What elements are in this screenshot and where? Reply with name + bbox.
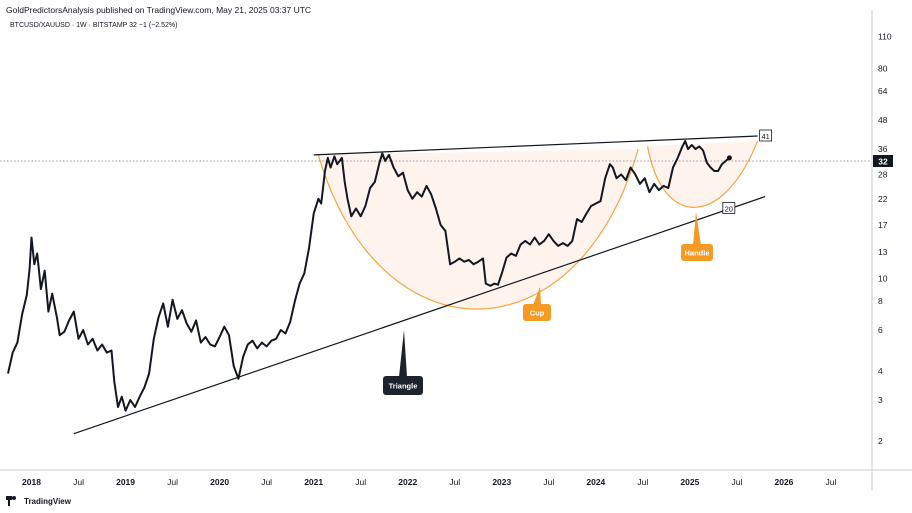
cup-and-handle-shapes [317,140,759,310]
y-tick-label: 3 [878,395,883,405]
tradingview-logo-icon [6,496,20,506]
x-tick-label: Jul [637,477,648,487]
cup-fill [318,149,639,310]
last-price-badge [873,155,893,168]
symbol-change: −1 (−2.52%) [138,22,178,29]
cup-callout-box [523,304,551,321]
y-tick-label: 6 [878,325,883,335]
last-price-label: 32 [878,157,888,167]
last-price-dot [726,155,732,161]
y-tick-label: 10 [878,273,888,283]
y-tick-label: 64 [878,86,888,96]
handle-curve [646,140,759,208]
callouts: Cup Handle Triangle [383,212,713,395]
upper-trendline-label: 41 [761,132,769,141]
upper-trendline [313,135,758,156]
symbol-last-value: 32 [129,22,137,29]
x-tick-label: Jul [261,477,272,487]
price-series [7,140,732,412]
x-tick-label: Jul [355,477,366,487]
y-tick-label: 48 [878,115,888,125]
x-tick-label: 2023 [492,477,511,487]
price-line [7,140,731,412]
brand-footer[interactable]: TradingView [6,496,71,506]
x-tick-label: Jul [449,477,460,487]
y-tick-label: 22 [878,194,888,204]
x-tick-label: Jul [543,477,554,487]
x-tick-label: Jul [731,477,742,487]
handle-callout: Handle [684,249,709,258]
upper-trendline-label-box [759,129,773,142]
lower-trendline [73,196,766,435]
y-tick-label: 17 [878,220,888,230]
y-tick-label: 28 [878,169,888,179]
x-tick-label: 2026 [774,477,793,487]
x-tick-label: 2020 [210,477,229,487]
x-tick-label: 2018 [22,477,41,487]
x-tick-label: Jul [167,477,178,487]
symbol-name: BTCUSD/XAUUSD · 1W · BITSTAMP [10,22,128,29]
y-tick-label: 110 [878,31,892,41]
x-tick-label: 2022 [398,477,417,487]
y-tick-label: 8 [878,296,883,306]
cup-callout: Cup [530,309,545,318]
triangle-callout: Triangle [389,382,418,391]
y-tick-label: 36 [878,144,888,154]
y-tick-label: 2 [878,436,883,446]
triangle-callout-pointer [399,330,407,377]
y-tick-label: 13 [878,247,888,257]
y-tick-label: 80 [878,64,888,74]
handle-callout-box [681,244,713,261]
y-tick-label: 4 [878,366,883,376]
x-tick-label: Jul [826,477,837,487]
lower-trendline-label-box [722,202,736,214]
handle-callout-pointer [693,212,701,245]
x-tick-label: 2024 [586,477,605,487]
cup-callout-pointer [533,287,541,305]
trendlines: 41 20 [73,129,773,435]
publisher-line: GoldPredictorsAnalysis published on Trad… [6,5,312,15]
x-tick-label: 2019 [116,477,135,487]
x-tick-label: 2025 [680,477,699,487]
axes: 2 3 4 6 8 10 13 17 22 28 36 48 64 80 110 2018 Jul 2019 Jul… [0,10,912,490]
x-tick-label: 2021 [304,477,323,487]
symbol-legend: BTCUSD/XAUUSD · 1W · BITSTAMP 32 −1 (−2.… [10,22,177,29]
triangle-callout-box [383,376,423,395]
brand-name: TradingView [24,496,71,506]
x-tick-label: Jul [73,477,84,487]
lower-trendline-label: 20 [725,204,733,213]
cup-curve [317,148,639,310]
